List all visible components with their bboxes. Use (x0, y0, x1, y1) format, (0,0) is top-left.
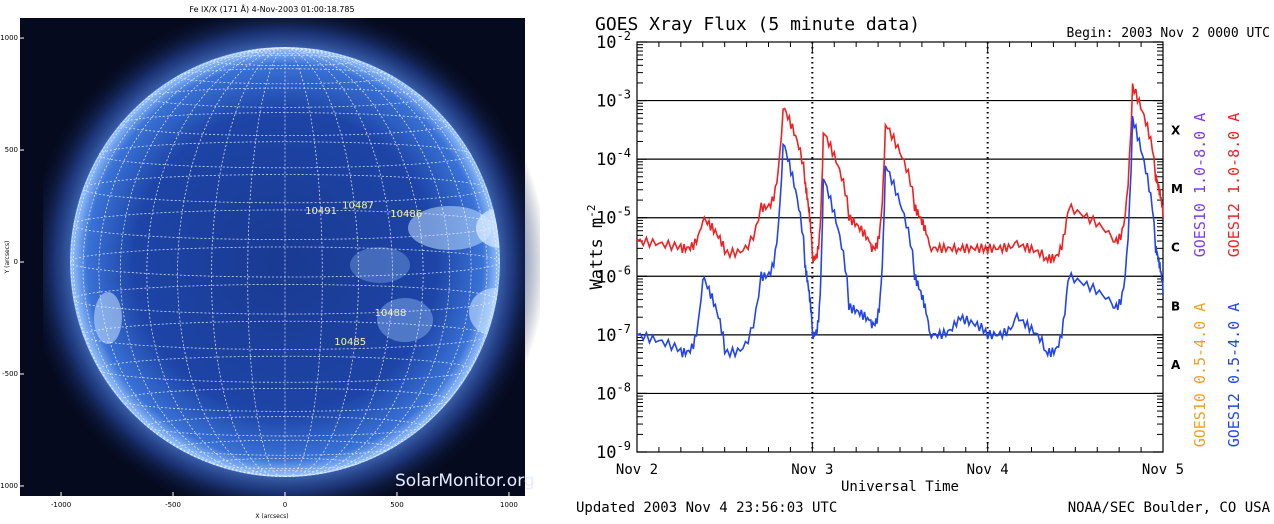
latitude-line (98, 355, 472, 383)
longitude-line (284, 47, 488, 477)
latitude-line (146, 416, 424, 437)
flare-class-letter: B (1171, 299, 1180, 313)
latitude-line (211, 54, 359, 67)
solarmonitor-watermark: SolarMonitor.org (395, 471, 535, 491)
y-tick-label: 10-2 (596, 29, 631, 53)
latitude-line (82, 174, 488, 204)
sun-y-tick-label: 1000 (0, 34, 18, 42)
longitude-line (284, 47, 323, 477)
sun-x-tick-label: 1000 (500, 501, 518, 509)
x-tick-label: Nov 3 (791, 462, 833, 478)
flare-class-letters: X M C B A (1171, 124, 1183, 372)
sun-x-tick-label: 0 (283, 501, 287, 509)
goes-y-ticks: 10-2 10-3 10-4 10-5 10-6 10-7 10-8 10-9 (596, 29, 1163, 463)
latitude-line (119, 112, 451, 137)
y-tick-label: 10-7 (596, 322, 631, 346)
goes-updated-time: Updated 2003 Nov 4 23:56:03 UTC (576, 500, 837, 516)
goes-plot-svg: GOES Xray Flux (5 minute data) Begin: 20… (576, 14, 1271, 516)
heliographic-grid (70, 47, 500, 477)
legend-entry: GOES12 1.0-8.0 A (1225, 113, 1243, 258)
active-region-label: 10486 (390, 209, 422, 220)
latitude-line (211, 457, 359, 470)
y-tick-label: 10-6 (596, 263, 631, 287)
goes-panel: GOES Xray Flux (5 minute data) Begin: 20… (540, 0, 1274, 520)
latitude-line (119, 387, 451, 412)
longitude-line (284, 47, 472, 477)
flare-class-letter: X (1171, 124, 1181, 138)
x-tick-label: Nov 5 (1142, 462, 1184, 478)
longitude-line (247, 47, 286, 477)
legend-entry: GOES10 1.0-8.0 A (1191, 113, 1209, 258)
longitude-line (284, 47, 393, 477)
sun-x-axis-label: X (arcsecs) (255, 513, 288, 520)
sun-y-tick-label: -1000 (0, 482, 18, 490)
sun-y-tick-label: -500 (2, 370, 18, 378)
latitude-line (82, 320, 488, 350)
longitude-line (284, 47, 424, 477)
y-tick-label: 10-9 (596, 439, 631, 463)
goes-x-ticks: Nov 2 Nov 3 Nov 4 Nov 5 (616, 42, 1184, 478)
longitude-line (284, 47, 359, 477)
goes-begin-time: Begin: 2003 Nov 2 0000 UTC (1067, 26, 1271, 41)
sun-x-tick-label: 500 (390, 501, 403, 509)
limb-outline (70, 47, 500, 477)
class-level-grid (637, 42, 1163, 452)
sun-axes: -1000 -500 0 500 1000 1000 500 0 -500 -1000 (0, 34, 518, 509)
active-region-label: 10488 (375, 308, 407, 319)
y-tick-label: 10-5 (596, 205, 631, 229)
longitude-line (284, 47, 451, 477)
goes-y-axis-label: Watts m-2 (585, 205, 607, 290)
latitude-line (98, 141, 472, 169)
sun-y-tick-label: 500 (5, 146, 18, 154)
sun-panel: -1000 -500 0 500 1000 1000 500 0 -500 -1000 Fe IX… (0, 0, 540, 520)
flare-class-letter: A (1171, 358, 1181, 372)
goes-plot-frame (636, 41, 1164, 453)
y-tick-label: 10-3 (596, 88, 631, 112)
flare-class-letter: C (1171, 241, 1180, 255)
sun-x-tick-label: -1000 (51, 501, 71, 509)
longitude-line (211, 47, 286, 477)
sun-x-tick-label: -500 (165, 501, 181, 509)
y-tick-label: 10-8 (596, 380, 631, 404)
latitude-line (146, 87, 424, 108)
x-tick-label: Nov 4 (967, 462, 1009, 478)
longitude-line (72, 47, 286, 477)
flux-series-line (636, 115, 1164, 360)
y-tick-label: 10-4 (596, 146, 631, 170)
legend-entry: GOES10 0.5-4.0 A (1191, 303, 1209, 448)
solar-disk (70, 47, 500, 477)
goes-legend: GOES10 1.0-8.0 A GOES12 1.0-8.0 A GOES10 0… (1191, 113, 1243, 448)
longitude-line (284, 47, 498, 477)
active-region-label: 10487 (342, 200, 374, 211)
longitude-line (119, 47, 286, 477)
longitude-line (146, 47, 286, 477)
active-region-glow (94, 206, 500, 344)
longitude-line (177, 47, 286, 477)
sun-y-axis-label: Y (arcsecs) (4, 241, 11, 275)
longitude-line (98, 47, 286, 477)
flux-series (636, 83, 1164, 360)
sun-image-svg: -1000 -500 0 500 1000 1000 500 0 -500 -1000 Fe IX… (0, 0, 540, 520)
active-region-label: 10491 (305, 206, 337, 217)
goes-title: GOES Xray Flux (5 minute data) (595, 14, 920, 35)
legend-entry: GOES12 0.5-4.0 A (1225, 303, 1243, 448)
active-region-label: 10485 (334, 337, 366, 348)
goes-x-axis-label: Universal Time (841, 479, 959, 495)
flare-class-letter: M (1171, 182, 1183, 196)
sun-image-title: Fe IX/X (171 Å) 4-Nov-2003 01:00:18.785 (189, 3, 354, 14)
sun-y-tick-label: 0 (14, 258, 18, 266)
goes-credit: NOAA/SEC Boulder, CO USA (1068, 500, 1271, 516)
flux-series-line (636, 83, 1164, 265)
active-region-labels: 10491 10487 10486 10488 10485 (305, 200, 422, 348)
x-tick-label: Nov 2 (616, 462, 658, 478)
